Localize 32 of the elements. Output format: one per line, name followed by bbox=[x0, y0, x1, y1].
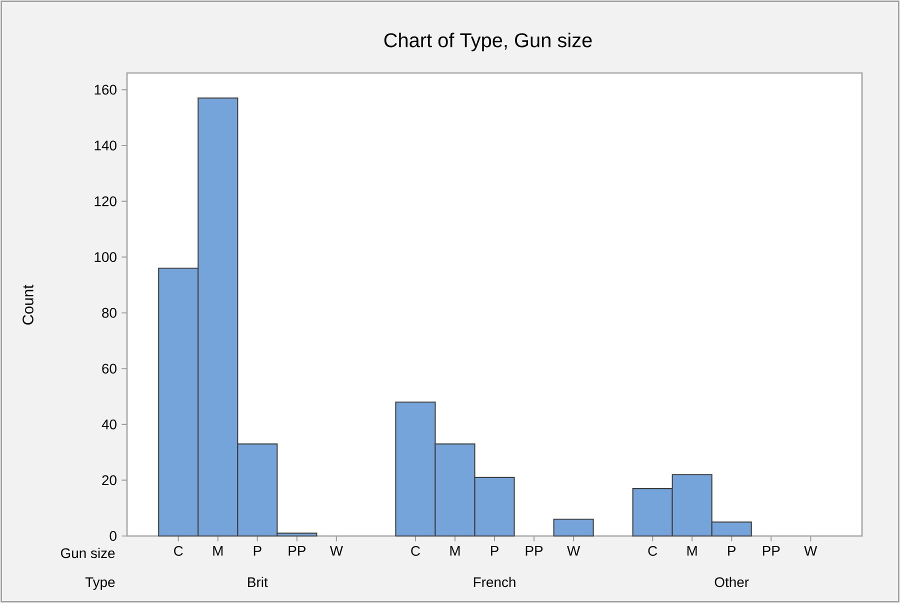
chart-title: Chart of Type, Gun size bbox=[384, 32, 592, 52]
y-tick-label: 100 bbox=[94, 252, 116, 262]
text: Type bbox=[85, 577, 115, 590]
y-tick-label: 140 bbox=[94, 140, 116, 150]
x-tick-label: W bbox=[804, 546, 818, 556]
text: Gun size bbox=[60, 548, 115, 558]
x-tick-label: M bbox=[213, 546, 223, 556]
y-tick-label: 60 bbox=[102, 364, 116, 374]
y-tick-label: 120 bbox=[94, 196, 116, 206]
x-tick-label: W bbox=[330, 546, 343, 556]
bar bbox=[553, 518, 594, 537]
x-tick-label: C bbox=[174, 546, 183, 556]
y-tick-label: 40 bbox=[102, 419, 116, 430]
y-axis-title: Count bbox=[22, 284, 34, 325]
y-tick-label: 20 bbox=[102, 475, 116, 486]
x-tick-label: M bbox=[450, 546, 460, 556]
text: Brit bbox=[248, 576, 268, 588]
y-tick-label: 0 bbox=[110, 531, 116, 541]
y-tick-label: 80 bbox=[102, 308, 116, 318]
x-tick-label: C bbox=[411, 546, 420, 556]
text: French bbox=[474, 576, 516, 588]
x-tick-label: W bbox=[567, 546, 580, 556]
x-tick-label: P bbox=[254, 546, 262, 556]
x-tick-label: P bbox=[491, 546, 498, 556]
text: Other bbox=[714, 576, 749, 588]
x-tick-label: M bbox=[687, 546, 697, 556]
x-tick-label: P bbox=[728, 546, 736, 556]
x-tick-label: PP bbox=[288, 546, 306, 556]
x-tick-label: PP bbox=[762, 546, 780, 556]
x-tick-label: C bbox=[648, 546, 658, 556]
x-tick-label: PP bbox=[526, 546, 543, 556]
y-tick-label: 160 bbox=[94, 84, 116, 95]
